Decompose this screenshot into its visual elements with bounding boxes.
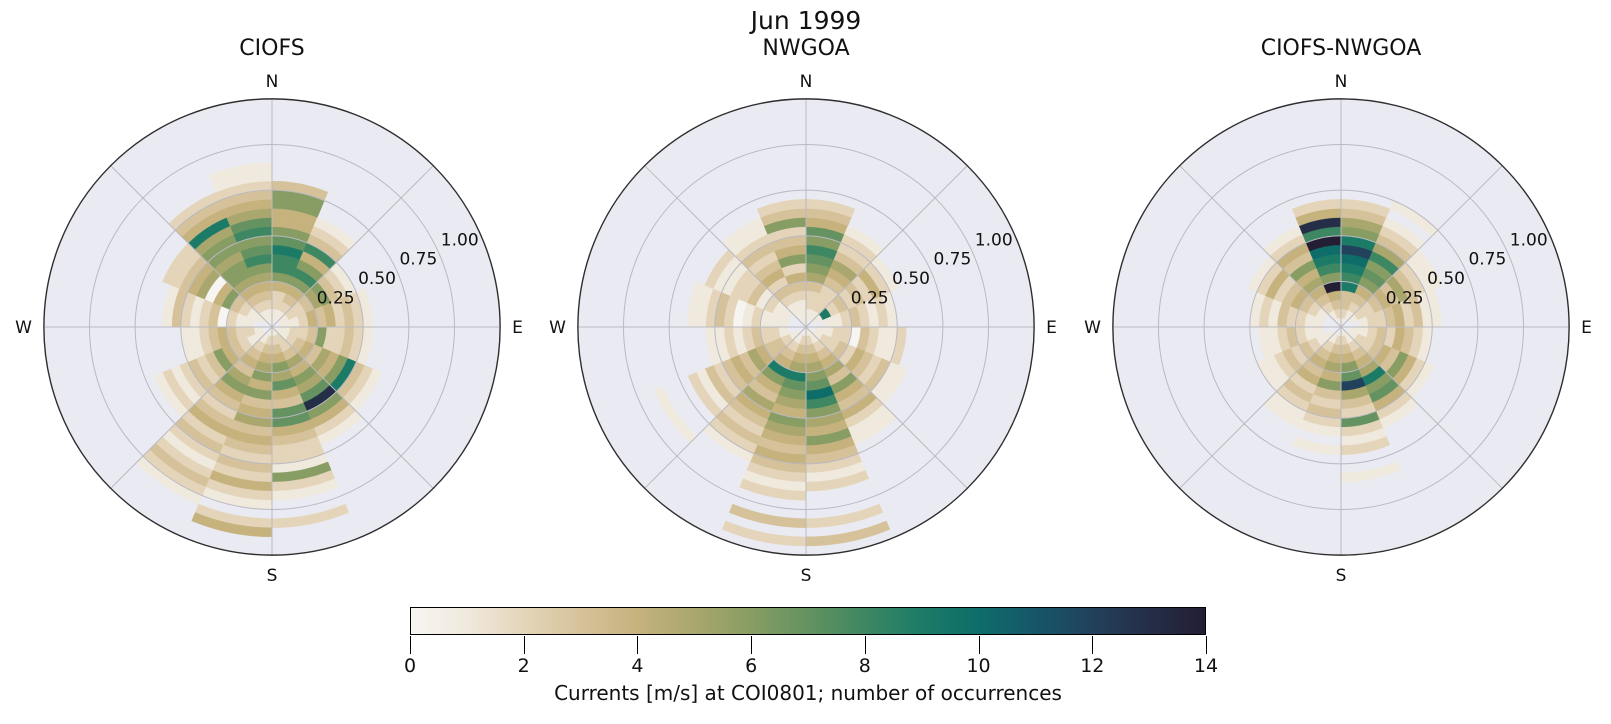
rose-cell <box>191 512 273 538</box>
polar-grid-ring <box>180 235 364 419</box>
polar-grid-ring <box>134 189 410 465</box>
polar-grid-spoke <box>1179 165 1342 328</box>
polar-grid-ring <box>759 280 853 374</box>
polar-grid-ring <box>225 280 319 374</box>
compass-label-n: N <box>1335 72 1348 92</box>
radial-tick-label: 1.00 <box>441 230 479 250</box>
radial-tick-label: 0.25 <box>1386 288 1424 308</box>
panel-title-ciofs-nwgoa: CIOFS-NWGOA <box>1260 36 1422 61</box>
polar-grid-spoke <box>271 165 434 328</box>
rose-cell <box>1291 436 1342 455</box>
compass-label-s: S <box>801 566 812 586</box>
radial-tick-label: 0.75 <box>399 250 437 270</box>
polar-panel-ciofs-nwgoa: 0.250.500.751.00 N E S W <box>1084 72 1592 586</box>
compass-label-w: W <box>549 318 566 338</box>
compass-label-s: S <box>1336 566 1347 586</box>
rose-cell <box>153 372 189 418</box>
rose-cell <box>721 520 807 547</box>
compass-label-w: W <box>15 318 32 338</box>
polar-grid-spoke <box>110 165 273 328</box>
panel-title-nwgoa: NWGOA <box>762 36 850 61</box>
compass-label-n: N <box>266 72 279 92</box>
radial-tick-label: 0.75 <box>1468 250 1506 270</box>
polar-grid-spoke <box>805 326 968 489</box>
polar-grid-ring <box>668 189 944 465</box>
radial-tick-label: 0.50 <box>358 269 396 289</box>
radial-tick-label: 0.50 <box>1427 269 1465 289</box>
polar-grid-ring <box>1294 280 1388 374</box>
polar-grid-spoke <box>644 326 807 489</box>
rose-cell <box>805 199 856 218</box>
radial-tick-label: 0.25 <box>317 288 355 308</box>
polar-grid-ring <box>1203 189 1479 465</box>
panel-title-ciofs: CIOFS <box>239 36 305 61</box>
compass-label-e: E <box>512 318 523 338</box>
polar-spine <box>577 98 1035 556</box>
figure-title: Jun 1999 <box>750 6 862 35</box>
polar-grid-spoke <box>1179 326 1342 489</box>
compass-label-n: N <box>800 72 813 92</box>
polar-grid-ring <box>1158 144 1524 510</box>
radial-tick-label: 0.50 <box>892 269 930 289</box>
compass-label-w: W <box>1084 318 1101 338</box>
compass-label-e: E <box>1046 318 1057 338</box>
rose-cell <box>1411 249 1443 289</box>
radial-tick-label: 0.25 <box>851 288 889 308</box>
polar-grid-ring <box>89 144 455 510</box>
polar-grid-spoke <box>110 326 273 489</box>
polar-grid-spoke <box>805 165 968 328</box>
polar-grid-spoke <box>1340 326 1503 489</box>
polar-spine <box>43 98 501 556</box>
compass-label-e: E <box>1581 318 1592 338</box>
radial-tick-label: 0.75 <box>933 250 971 270</box>
rose-cell <box>687 281 706 328</box>
polar-grid-ring <box>1249 235 1433 419</box>
polar-grid-spoke <box>644 165 807 328</box>
polar-grid-spoke <box>271 326 434 489</box>
polar-panel-ciofs: 0.250.500.751.00 N E S W <box>15 72 523 586</box>
compass-label-s: S <box>267 566 278 586</box>
rose-cell <box>728 503 807 528</box>
rose-cell <box>739 478 807 501</box>
polar-panel-nwgoa: 0.250.500.751.00 N E S W <box>549 72 1057 586</box>
radial-tick-label: 1.00 <box>1510 230 1548 250</box>
polar-grid-ring <box>714 235 898 419</box>
polar-grid-ring <box>623 144 989 510</box>
radial-tick-label: 1.00 <box>975 230 1013 250</box>
rose-cell <box>653 386 697 444</box>
polar-spine <box>1112 98 1570 556</box>
rose-cell <box>687 372 723 418</box>
polar-grid-spoke <box>1340 165 1503 328</box>
